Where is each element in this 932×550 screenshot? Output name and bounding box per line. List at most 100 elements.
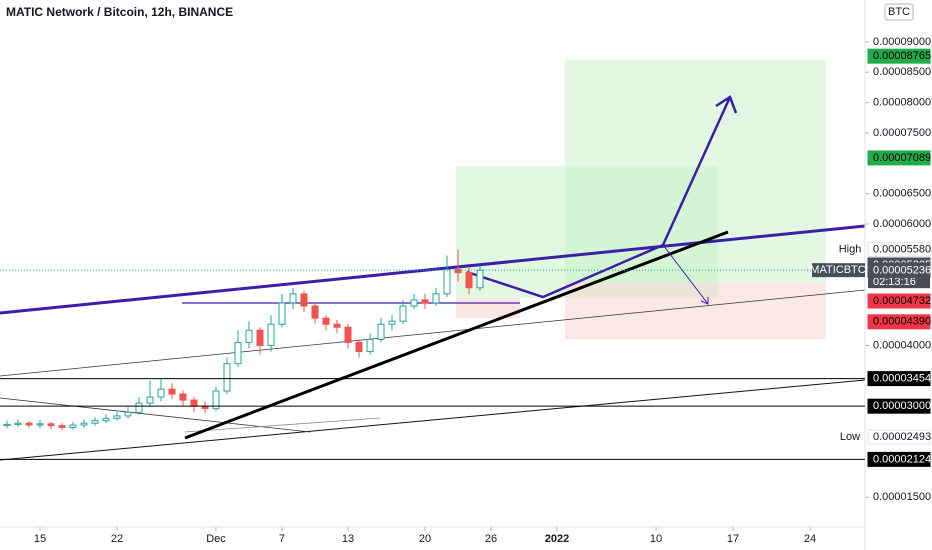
candle-body [179,393,187,401]
candle-body [454,269,462,274]
candle-body [344,326,352,343]
y-tick-label: 0.00007500 [873,127,931,139]
stop-zone [565,283,826,339]
candle-body [476,269,484,289]
price-label-box [867,429,931,445]
x-tick-label: 15 [34,533,46,545]
candle-body [36,423,44,426]
price-label: 0.00005236 [873,264,931,276]
price-label: 0.00002124 [873,453,931,465]
candle-body [443,269,451,295]
price-label: 0.00004390 [873,316,931,328]
candle-body [234,341,242,365]
price-label: 0.00003454 [873,373,931,385]
trend-line [184,417,381,433]
price-label-box [867,262,931,278]
price-tag-label: High [839,243,862,255]
candle-body [69,424,77,428]
symbol-label: MATICBTC [810,264,865,276]
countdown: 02:13:16 [873,276,916,288]
candle-body [300,293,308,307]
candle-body [465,272,473,289]
price-label: 0.00003000 [873,400,931,412]
x-tick-label: 7 [279,533,285,545]
arrow-head [700,297,709,305]
candle-body [102,417,110,422]
y-tick-label: 0.00009000 [873,36,931,48]
price-label-box [867,150,931,166]
price-label: 0.00002493 [873,431,931,443]
x-tick-label: 24 [804,533,816,545]
y-tick-label: 0.00008500 [873,66,931,78]
candle-body [256,329,264,346]
price-label-box [867,451,931,467]
candle-body [58,425,66,428]
y-tick-label: 0.00008000 [873,97,931,109]
candle-body [190,399,198,407]
arrow-head [715,95,738,114]
candle-body [267,323,275,346]
chart-title: MATIC Network / Bitcoin, 12h, BINANCE [6,5,233,19]
currency-badge[interactable] [884,3,914,21]
symbol-tag [812,263,865,278]
candle-body [421,299,429,304]
y-tick-label: 0.00001500 [873,491,931,503]
candle-body [311,305,319,319]
trend-line [0,289,866,377]
candle-body [14,422,22,425]
x-tick-label: 13 [342,533,354,545]
trend-line [0,224,866,315]
candle-body [366,338,374,353]
currency-label: BTC [888,6,910,18]
trend-line [184,230,729,440]
price-label-box [867,48,931,64]
x-tick-label: 22 [111,533,123,545]
candle-body [432,293,440,304]
price-label-box [867,371,931,387]
candle-body [91,420,99,424]
price-label-box [867,293,931,309]
x-tick-label: 17 [727,533,739,545]
price-label: 0.00004732 [873,295,931,307]
price-label-box [867,398,931,414]
candle-body [124,411,132,417]
trend-line [0,379,866,461]
x-tick-label: 2022 [545,533,569,545]
candle-body [289,293,297,304]
candle-body [25,422,33,426]
candle-body [146,396,154,404]
drawings [0,60,866,461]
x-tick-label: 26 [485,533,497,545]
y-tick-label: 0.00004000 [873,339,931,351]
candle-body [245,329,253,343]
candle-body [80,422,88,426]
x-tick-label: 20 [419,533,431,545]
price-label: 0.00008765 [873,50,931,62]
projection-path [466,96,732,299]
candle-body [3,423,11,427]
y-tick-label: 0.00006500 [873,188,931,200]
candle-body [157,388,165,398]
candle-body [168,388,176,395]
candle-body [135,402,143,413]
price-label-box [867,242,931,258]
price-tag-label: Low [840,431,860,443]
candle-body [333,323,341,328]
price-label-box [867,314,931,330]
candle-body [113,415,121,419]
x-tick-label: Dec [206,533,226,545]
candle-body [399,305,407,322]
candle-body [410,299,418,307]
price-label: 0.00007089 [873,152,931,164]
countdown-box [868,275,930,289]
candle-body [388,320,396,325]
candle-body [47,423,55,427]
x-tick-label: 10 [650,533,662,545]
trend-line [0,397,311,433]
candle-body [355,341,363,353]
candle-body [377,323,385,340]
candle-body [322,317,330,325]
price-label: 0.00005580 [873,243,931,255]
candle-body [278,302,286,325]
